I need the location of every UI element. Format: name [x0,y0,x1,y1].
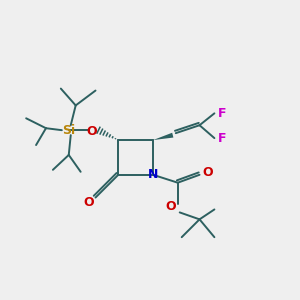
Text: F: F [218,132,226,145]
Text: O: O [83,196,94,209]
Polygon shape [153,133,173,140]
Text: N: N [148,168,158,181]
Text: O: O [166,200,176,213]
Text: Si: Si [62,124,75,137]
Text: O: O [86,125,97,138]
Text: O: O [202,166,213,179]
Text: F: F [218,107,226,120]
